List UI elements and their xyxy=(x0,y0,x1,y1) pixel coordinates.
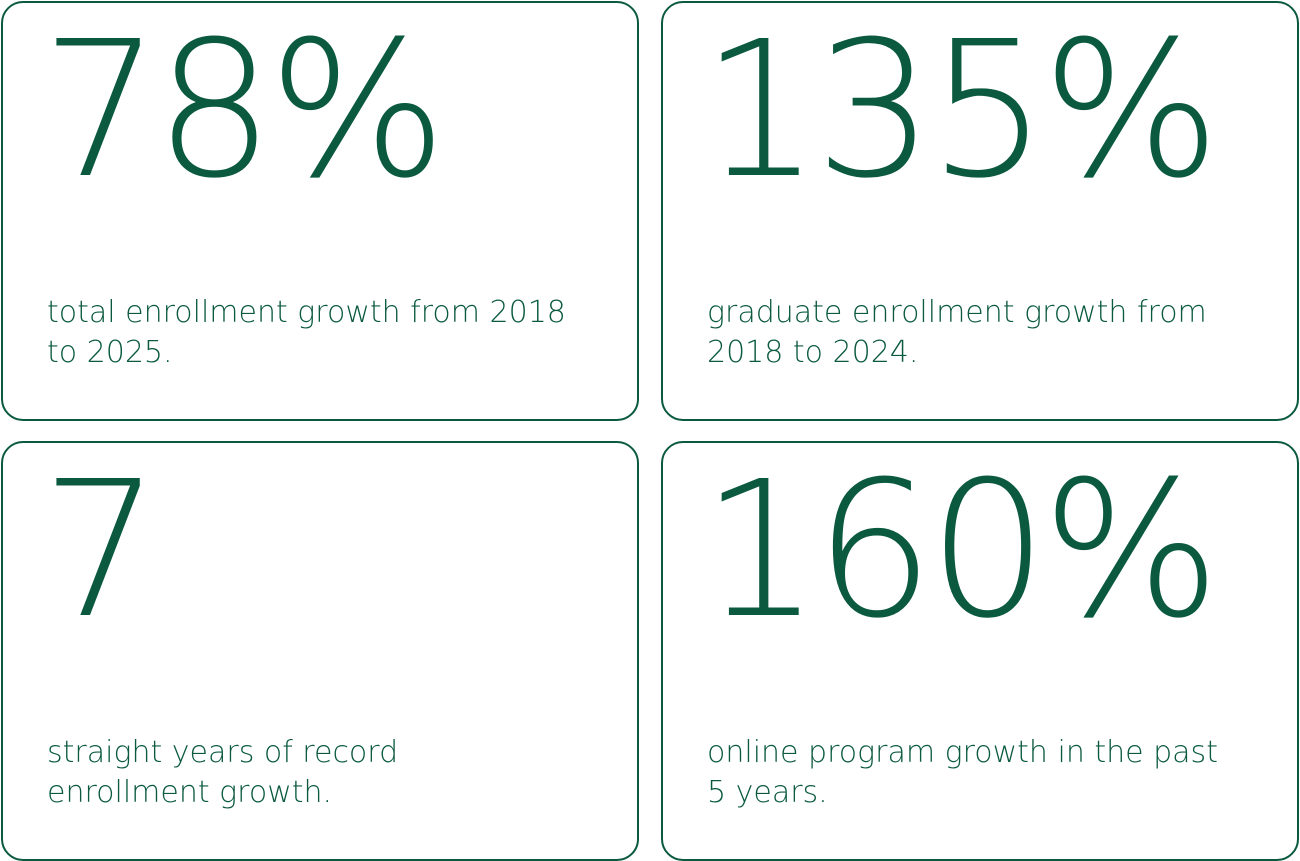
stat-value: 7 xyxy=(41,441,161,660)
stat-value: 160% xyxy=(701,441,1220,660)
stat-description: total enrollment growth from 2018 to 202… xyxy=(47,295,566,370)
stat-card-graduate-enrollment: 135% graduate enrollment growth from 201… xyxy=(661,1,1299,421)
stat-description: straight years of record enrollment grow… xyxy=(47,735,399,810)
stat-description: graduate enrollment growth from 2018 to … xyxy=(707,295,1207,370)
stat-description: online program growth in the past 5 year… xyxy=(707,735,1218,810)
stat-value: 78% xyxy=(41,1,447,220)
stat-card-online-growth: 160% online program growth in the past 5… xyxy=(661,441,1299,861)
stat-card-total-enrollment: 78% total enrollment growth from 2018 to… xyxy=(1,1,639,421)
stat-value: 135% xyxy=(701,1,1220,220)
stat-card-record-years: 7 straight years of record enrollment gr… xyxy=(1,441,639,861)
